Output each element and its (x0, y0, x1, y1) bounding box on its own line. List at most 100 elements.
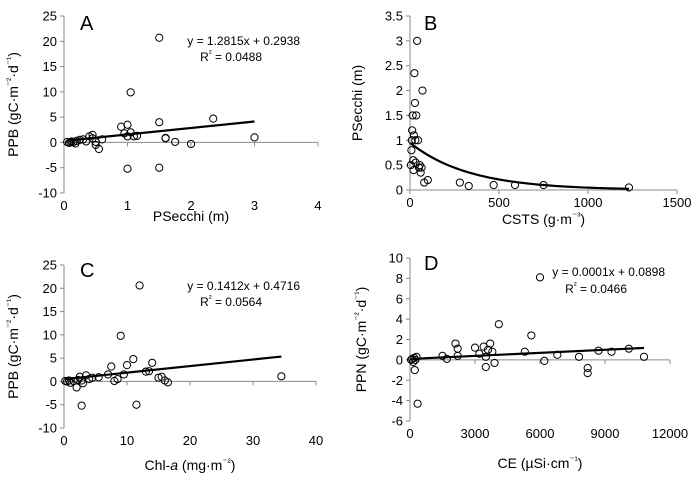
y-tick-label: -2 (391, 373, 403, 388)
x-tick-label: 3000 (461, 426, 490, 441)
y-tick-label: 8 (396, 271, 403, 286)
data-point (88, 130, 97, 139)
data-point (416, 168, 425, 177)
data-point (407, 146, 416, 155)
y-tick-label: -4 (391, 393, 403, 408)
data-point (171, 137, 180, 147)
data-point (406, 161, 415, 170)
panel-b: 0 0.5 1 1.5 2 2.5 3 3.5 0 500 1000 1500 B CSTS (g·m⁻³… (349, 9, 691, 228)
y-tick-label: 3 (396, 33, 403, 48)
x-tick-label: 0 (406, 426, 413, 441)
data-point (155, 118, 164, 127)
data-point (132, 131, 142, 140)
data-point (135, 281, 144, 290)
x-tick-label: 20 (183, 433, 197, 448)
data-point (410, 69, 419, 78)
data-point (122, 361, 132, 370)
data-point (639, 352, 649, 361)
y-tick-label: 0 (50, 135, 57, 150)
data-point (113, 375, 122, 384)
panel-c: -10 -5 0 5 10 15 20 25 0 10 20 30 40 Cy = 0.1412x + 0… (5, 258, 324, 474)
data-point (423, 175, 432, 185)
data-point (527, 331, 536, 340)
r-squared-label: R² = 0.0488 (200, 48, 262, 64)
trendline (409, 142, 629, 190)
x-tick-label: 30 (246, 433, 260, 448)
x-axis-label: PSecchi (m) (153, 208, 229, 224)
data-point (494, 320, 503, 329)
data-point (417, 163, 426, 172)
data-point (607, 347, 616, 356)
data-point (155, 33, 164, 42)
x-tick-label: 1500 (663, 195, 692, 210)
panel-label: A (80, 13, 94, 35)
y-tick-label: 10 (43, 327, 57, 342)
x-tick-label: 1 (124, 198, 131, 213)
data-point (413, 399, 422, 408)
y-tick-label: 0 (396, 352, 403, 367)
data-point (455, 178, 464, 187)
data-point (186, 139, 196, 149)
x-axis-label: Chl-a (mg·m⁻²) (145, 457, 236, 474)
x-tick-label: 9000 (591, 426, 620, 441)
data-point (98, 135, 107, 144)
data-point (408, 111, 417, 120)
data-point (129, 354, 138, 364)
y-tick-label: -10 (38, 186, 57, 201)
x-tick-label: 500 (488, 195, 510, 210)
data-point (277, 372, 286, 381)
data-point (116, 331, 125, 340)
data-point (481, 362, 490, 372)
data-point (66, 138, 75, 147)
panel-a: -10 -5 0 5 10 15 20 25 0 1 2 3 4 Ay = 1.2815x + 0.293… (5, 9, 322, 225)
y-tick-label: 15 (43, 59, 57, 74)
y-tick-label: 20 (43, 281, 57, 296)
y-tick-label: -10 (38, 421, 57, 436)
y-tick-label: 25 (43, 258, 57, 273)
trendline (409, 346, 645, 361)
data-point (490, 358, 499, 368)
y-tick-label: 15 (43, 304, 57, 319)
data-point (486, 339, 495, 348)
y-tick-label: 4 (396, 312, 403, 327)
y-tick-label: 0 (396, 183, 403, 198)
data-point (475, 349, 484, 358)
y-axis-label: PPB (gC·m⁻²·d⁻¹) (5, 294, 22, 399)
data-point (489, 180, 498, 190)
data-point (119, 370, 128, 379)
data-point (410, 365, 419, 375)
y-tick-label: -5 (45, 397, 57, 412)
y-tick-label: 20 (43, 34, 57, 49)
data-point (77, 401, 86, 410)
data-point (123, 120, 132, 129)
data-point (250, 133, 259, 142)
y-tick-label: 3.5 (385, 9, 403, 24)
y-tick-label: 10 (389, 251, 403, 266)
equation-label: y = 0.1412x + 0.4716 (187, 279, 300, 293)
equation-label: y = 0.0001x + 0.0898 (552, 265, 665, 279)
y-tick-label: 1 (396, 133, 403, 148)
data-point (464, 181, 473, 191)
data-point (451, 339, 460, 348)
panel-d: -6 -4 -2 0 2 4 6 8 10 0 3000 6000 9000 12000 D y = 0.00… (353, 251, 689, 472)
x-tick-label: 40 (309, 433, 323, 448)
y-tick-label: 5 (50, 110, 57, 125)
data-point (409, 131, 419, 140)
data-point (69, 376, 78, 386)
trendline (67, 120, 255, 142)
data-point (410, 98, 420, 108)
trendline (65, 355, 282, 381)
data-point (132, 400, 141, 409)
data-point (453, 351, 462, 360)
panel-label: C (80, 260, 94, 282)
data-point (123, 164, 132, 173)
data-point (94, 373, 103, 382)
data-point (412, 111, 421, 120)
r-squared-label: R² = 0.0466 (565, 280, 627, 296)
data-point (148, 358, 157, 367)
data-point (520, 347, 529, 356)
data-point (209, 114, 218, 123)
y-tick-label: 25 (43, 9, 57, 24)
equation-label: y = 1.2815x + 0.2938 (187, 34, 300, 48)
data-point (72, 383, 81, 392)
